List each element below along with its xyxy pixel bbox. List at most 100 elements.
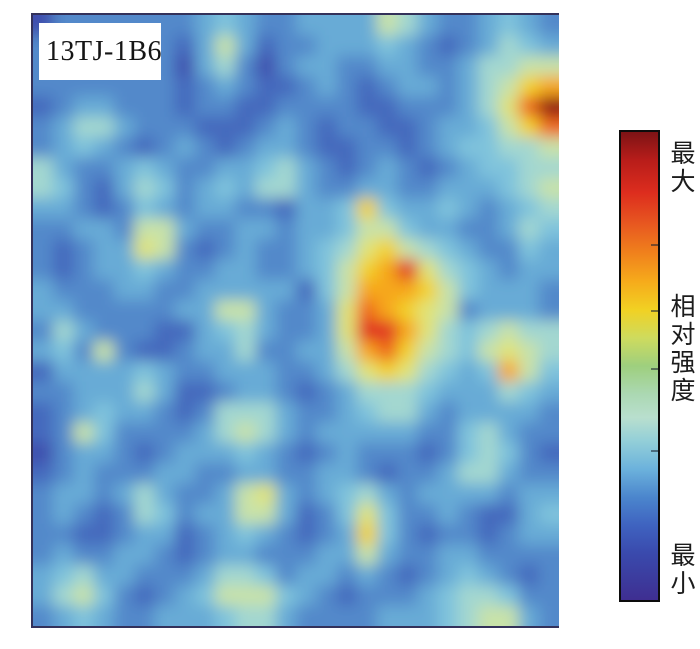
heatmap-cell [457, 279, 479, 301]
heatmap-cell [235, 279, 257, 301]
heatmap-field [33, 15, 559, 626]
heatmap-cell [336, 177, 358, 200]
heatmap-cell [33, 259, 55, 281]
heatmap-cell [518, 503, 540, 525]
heatmap-cell [296, 116, 318, 138]
heatmap-cell [113, 463, 135, 485]
heatmap-cell [73, 300, 95, 322]
heatmap-cell [478, 361, 500, 383]
heatmap-cell [518, 544, 540, 566]
heatmap-cell [275, 442, 297, 464]
heatmap-cell [134, 442, 156, 464]
heatmap-cell [457, 605, 479, 626]
heatmap-cell [134, 76, 156, 98]
heatmap-cell [518, 605, 540, 626]
heatmap-cell [296, 239, 318, 261]
heatmap-cell [73, 564, 95, 587]
heatmap-cell [174, 157, 196, 179]
heatmap-cell [194, 55, 216, 77]
heatmap-cell [296, 564, 318, 587]
heatmap-cell [154, 463, 176, 485]
heatmap-cell [296, 422, 318, 444]
heatmap-cell [437, 76, 459, 98]
heatmap-cell [113, 544, 135, 566]
heatmap-cell [215, 320, 237, 342]
heatmap-cell [296, 76, 318, 98]
heatmap-cell [174, 422, 196, 444]
heatmap-cell [255, 198, 277, 220]
heatmap-cell [336, 15, 358, 37]
heatmap-cell [336, 259, 358, 281]
heatmap-cell [538, 585, 559, 607]
heatmap-cell [397, 483, 419, 505]
heatmap-cell [316, 116, 338, 138]
heatmap-cell [397, 96, 419, 118]
heatmap-cell [275, 116, 297, 138]
heatmap-cell [174, 116, 196, 138]
heatmap-cell [194, 157, 216, 179]
heatmap-cell [275, 401, 297, 424]
sample-label-box: 13TJ-1B6 [39, 23, 162, 80]
heatmap-cell [538, 279, 559, 301]
heatmap-cell [316, 340, 338, 363]
heatmap-cell [457, 544, 479, 566]
heatmap-cell [356, 239, 378, 261]
heatmap-cell [437, 483, 459, 505]
heatmap-cell [275, 300, 297, 322]
heatmap-cell [33, 442, 55, 464]
heatmap-cell [194, 35, 216, 57]
heatmap-cell [478, 177, 500, 200]
heatmap-cell [457, 503, 479, 525]
heatmap-cell [255, 76, 277, 98]
heatmap-cell [336, 564, 358, 587]
heatmap-cell [154, 544, 176, 566]
heatmap-cell [194, 239, 216, 261]
colorbar-gradient [619, 130, 660, 602]
heatmap-cell [538, 401, 559, 424]
heatmap-cell [336, 35, 358, 57]
heatmap-cell [336, 320, 358, 342]
heatmap-cell [275, 218, 297, 240]
heatmap-cell [437, 177, 459, 200]
heatmap-cell [174, 15, 196, 37]
heatmap-cell [457, 76, 479, 98]
heatmap-cell [417, 544, 439, 566]
heatmap-cell [93, 259, 115, 281]
heatmap-cell [73, 198, 95, 220]
heatmap-cell [336, 381, 358, 403]
heatmap-cell [134, 279, 156, 301]
heatmap-cell [478, 198, 500, 220]
heatmap-cell [113, 116, 135, 138]
heatmap-cell [397, 544, 419, 566]
heatmap-cell [498, 463, 520, 485]
heatmap-cell [538, 564, 559, 587]
heatmap-cell [255, 361, 277, 383]
heatmap-cell [113, 239, 135, 261]
heatmap-cell [154, 116, 176, 138]
heatmap-cell [73, 361, 95, 383]
heatmap-cell [417, 218, 439, 240]
heatmap-cell [478, 544, 500, 566]
heatmap-cell [397, 137, 419, 159]
heatmap-cell [53, 585, 75, 607]
heatmap-cell [498, 564, 520, 587]
heatmap-cell [296, 137, 318, 159]
heatmap-cell [73, 320, 95, 342]
heatmap-cell [134, 381, 156, 403]
heatmap-cell [437, 401, 459, 424]
heatmap-cell [154, 137, 176, 159]
heatmap-cell [397, 76, 419, 98]
heatmap-cell [417, 564, 439, 587]
heatmap-cell [417, 137, 439, 159]
heatmap-cell [296, 401, 318, 424]
heatmap-cell [255, 35, 277, 57]
heatmap-cell [498, 177, 520, 200]
heatmap-cell [113, 401, 135, 424]
heatmap-cell [498, 116, 520, 138]
heatmap-cell [275, 422, 297, 444]
heatmap-cell [215, 544, 237, 566]
heatmap-cell [518, 259, 540, 281]
heatmap-cell [498, 401, 520, 424]
heatmap-cell [93, 76, 115, 98]
heatmap-cell [356, 340, 378, 363]
